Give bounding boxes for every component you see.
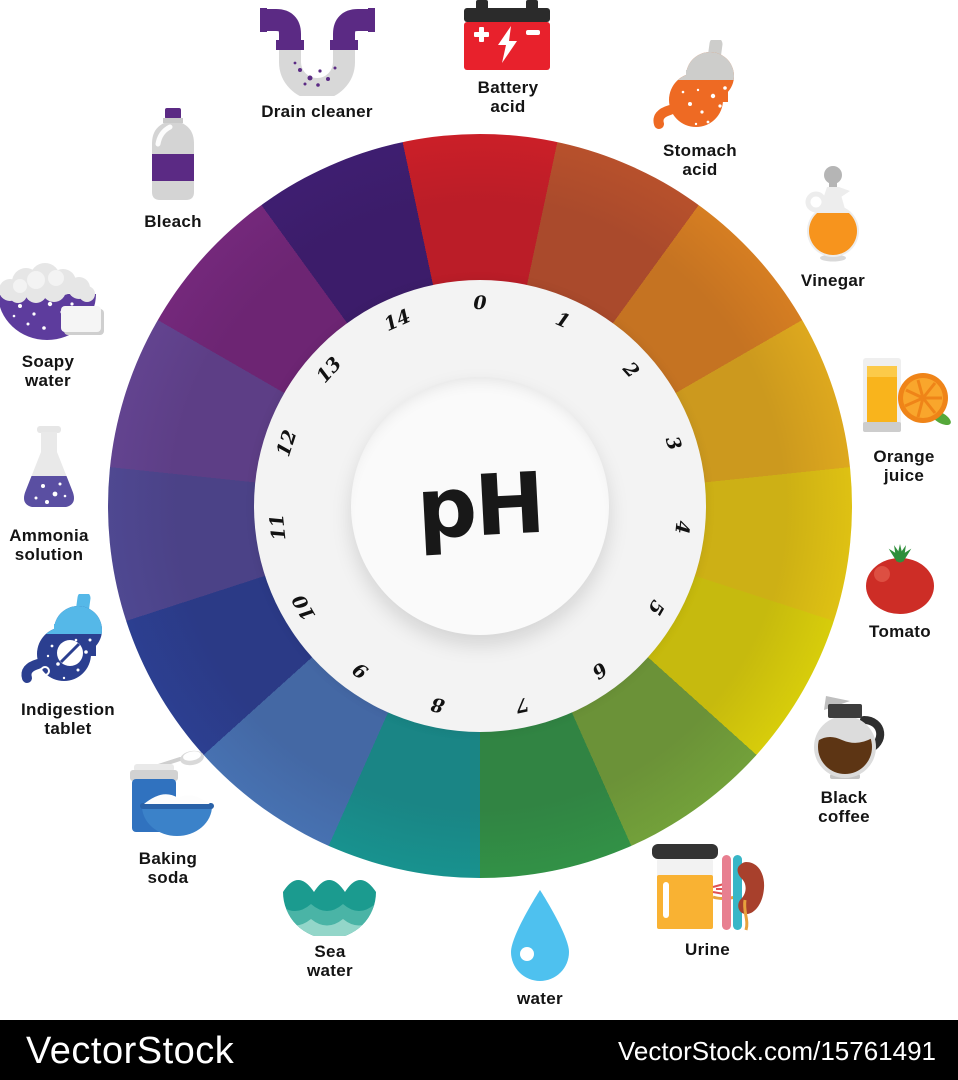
- vectorstock-url: VectorStock.com/15761491: [618, 1036, 936, 1066]
- battery-acid-icon: [464, 0, 550, 70]
- ph-scale-number: 4: [670, 519, 694, 535]
- baking-soda-icon: [130, 750, 214, 836]
- water-drop-icon: [511, 890, 569, 981]
- ph-title: pH: [414, 453, 546, 559]
- item-label: water: [517, 989, 563, 1008]
- stomach-acid-icon: [653, 40, 734, 129]
- item-label: Baking soda: [138, 849, 198, 888]
- sea-water-icon: [283, 880, 376, 936]
- indigestion-tablet-icon: [21, 594, 102, 683]
- item-ammonia-solution: Ammonia solution: [0, 424, 98, 564]
- item-soapy-water: Soapy water: [0, 254, 104, 391]
- item-label: Sea water: [307, 942, 353, 981]
- item-orange-juice: Orange juice: [855, 356, 953, 485]
- center-circle: [351, 377, 609, 635]
- tomato-icon: [866, 544, 934, 614]
- item-label: Stomach acid: [663, 141, 737, 180]
- orange-juice-icon: [862, 358, 951, 432]
- item-urine: Urine: [650, 842, 765, 959]
- item-label: Orange juice: [873, 447, 935, 486]
- item-label: Battery acid: [477, 78, 539, 117]
- watermark-bar: [0, 1020, 958, 1080]
- item-water: water: [490, 888, 590, 1008]
- item-indigestion-tablet: Indigestion tablet: [16, 594, 120, 738]
- item-label: Soapy water: [21, 352, 75, 391]
- item-label: Bleach: [144, 212, 202, 231]
- ph-scale-number: 11: [265, 512, 291, 542]
- item-label: Ammonia solution: [9, 526, 89, 565]
- item-drain-cleaner: Drain cleaner: [258, 8, 376, 121]
- urine-icon: [652, 844, 765, 931]
- item-label: Vinegar: [800, 271, 866, 290]
- vinegar-icon: [805, 166, 859, 262]
- item-battery-acid: Battery acid: [458, 0, 558, 116]
- item-bleach: Bleach: [125, 106, 221, 231]
- vectorstock-logo: VectorStock: [26, 1030, 235, 1072]
- item-sea-water: Sea water: [281, 874, 379, 980]
- item-label: Black coffee: [818, 788, 870, 827]
- item-label: Drain cleaner: [261, 102, 373, 121]
- item-label: Urine: [685, 940, 730, 959]
- item-label: Tomato: [869, 622, 931, 641]
- item-label: Indigestion tablet: [21, 700, 115, 739]
- item-stomach-acid: Stomach acid: [648, 40, 752, 179]
- ph-scale-number: 0: [473, 292, 487, 314]
- item-black-coffee: Black coffee: [795, 690, 893, 826]
- bleach-icon: [152, 108, 194, 200]
- item-baking-soda: Baking soda: [118, 748, 218, 887]
- item-tomato: Tomato: [852, 544, 948, 641]
- ammonia-solution-icon: [24, 426, 74, 507]
- soapy-water-icon: [0, 263, 104, 340]
- black-coffee-icon: [814, 696, 885, 779]
- drain-cleaner-icon: [259, 8, 375, 96]
- item-vinegar: Vinegar: [785, 165, 881, 290]
